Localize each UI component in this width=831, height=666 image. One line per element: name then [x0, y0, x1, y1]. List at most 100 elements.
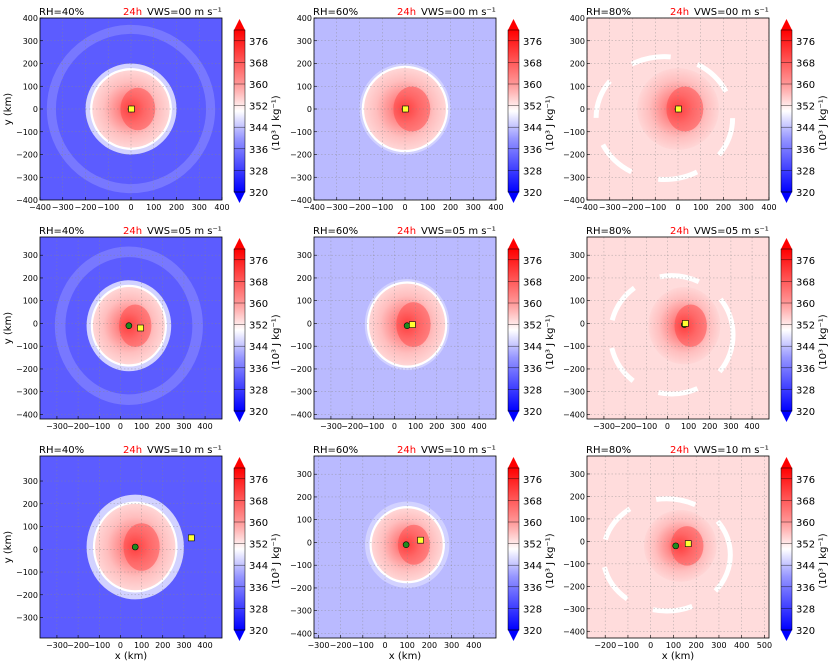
- y-tick-label: −100: [563, 342, 585, 351]
- midlevel-center-marker: [417, 536, 424, 544]
- y-tick-label: 0: [580, 105, 585, 114]
- x-tick-label: 400: [471, 422, 486, 431]
- colorbar-tick-label: 360: [249, 518, 268, 529]
- colorbar-bottom-extend: [234, 411, 245, 422]
- x-tick-label: 200: [155, 641, 170, 650]
- midlevel-center-marker: [188, 534, 195, 542]
- rh-label: RH=60%: [313, 7, 358, 18]
- y-tick-label: 100: [297, 516, 312, 525]
- rh-label: RH=40%: [39, 445, 84, 456]
- colorbar-tick-label: 368: [523, 496, 542, 507]
- time-label: 24h: [397, 7, 416, 18]
- colorbar-tick-label: 320: [523, 407, 542, 418]
- y-tick-label: −400: [290, 629, 312, 638]
- x-axis-label: x (km): [115, 651, 148, 662]
- colorbar-body: [780, 248, 793, 412]
- x-tick-label: 200: [443, 203, 458, 212]
- midlevel-center-marker: [409, 321, 416, 328]
- vws-label: VWS=00 m s⁻¹: [421, 7, 496, 18]
- y-tick-label: 200: [297, 274, 312, 283]
- y-tick-label: −400: [563, 627, 585, 636]
- y-tick-label: 100: [570, 515, 585, 524]
- colorbar-tick-label: 360: [796, 299, 815, 310]
- colorbar-tick-label: 344: [249, 342, 268, 353]
- colorbar-tick-label: 336: [796, 583, 815, 594]
- surface-center-marker: [131, 543, 139, 551]
- x-tick-label: 200: [422, 641, 437, 650]
- x-tick-label: −200: [341, 422, 363, 431]
- theta-e-field: [587, 237, 769, 419]
- colorbar-body: [780, 467, 793, 631]
- colorbar-tick-label: 344: [796, 123, 815, 134]
- colorbar-tick-label: 336: [249, 583, 268, 594]
- y-tick-label: 400: [297, 14, 312, 23]
- x-tick-label: 400: [214, 203, 229, 212]
- theta-e-field: [314, 237, 496, 419]
- colorbar-label: (10³ J kg⁻¹): [818, 95, 829, 150]
- x-tick-label: 100: [666, 641, 681, 650]
- colorbar-tick-label: 376: [796, 475, 815, 486]
- x-tick-label: 100: [693, 203, 708, 212]
- colorbar-label: (10³ J kg⁻¹): [271, 314, 282, 369]
- vws-label: VWS=00 m s⁻¹: [147, 7, 222, 18]
- x-tick-label: 400: [197, 422, 212, 431]
- x-tick-label: 200: [716, 203, 731, 212]
- y-tick-label: −100: [290, 342, 312, 351]
- colorbar-tick-label: 352: [249, 321, 268, 332]
- y-tick-label: −300: [563, 605, 585, 614]
- colorbar-top-extend: [234, 457, 245, 468]
- time-label: 24h: [670, 226, 689, 237]
- colorbar-tick-label: 328: [796, 604, 815, 615]
- colorbar-tick-label: 376: [249, 475, 268, 486]
- x-tick-label: −200: [67, 422, 89, 431]
- colorbar-tick-label: 320: [523, 188, 542, 199]
- x-tick-label: −100: [371, 203, 393, 212]
- colorbar-tick-label: 352: [249, 540, 268, 551]
- colorbar-tick-label: 336: [796, 145, 815, 156]
- x-tick-label: 400: [197, 641, 212, 650]
- y-tick-label: −400: [290, 410, 312, 419]
- y-tick-label: −200: [563, 365, 585, 374]
- x-tick-label: 0: [392, 422, 397, 431]
- colorbar-tick-label: 336: [249, 364, 268, 375]
- x-tick-label: −200: [75, 203, 97, 212]
- x-tick-label: 200: [155, 422, 170, 431]
- x-tick-label: 0: [118, 641, 123, 650]
- x-tick-label: −100: [352, 641, 374, 650]
- rh-label: RH=60%: [313, 226, 358, 237]
- y-axis-label: y (km): [3, 312, 14, 345]
- y-tick-label: 100: [297, 297, 312, 306]
- colorbar: 376 368 360 352 344 336 328 320 (10³ J kg⁻¹): [507, 19, 556, 203]
- vws-label: VWS=05 m s⁻¹: [694, 226, 769, 237]
- colorbar-bottom-extend: [508, 411, 519, 422]
- x-tick-label: 200: [169, 203, 184, 212]
- x-tick-label: −100: [88, 422, 110, 431]
- y-tick-label: 300: [570, 251, 585, 260]
- time-label: 24h: [123, 445, 142, 456]
- time-label: 24h: [670, 7, 689, 18]
- y-tick-label: 200: [23, 60, 38, 69]
- colorbar-tick-label: 360: [523, 299, 542, 310]
- colorbar-top-extend: [781, 457, 792, 468]
- rh-label: RH=40%: [39, 226, 84, 237]
- x-tick-label: 300: [711, 641, 726, 650]
- y-tick-label: −400: [16, 410, 38, 419]
- eyewall-max: [393, 86, 431, 132]
- colorbar-tick-label: 352: [523, 321, 542, 332]
- colorbar-tick-label: 376: [796, 256, 815, 267]
- colorbar-tick-label: 344: [249, 123, 268, 134]
- colorbar-tick-label: 360: [523, 518, 542, 529]
- colorbar: 376 368 360 352 344 336 328 320 (10³ J kg⁻¹): [780, 238, 829, 422]
- midlevel-center-marker: [682, 320, 689, 327]
- x-tick-label: 300: [192, 203, 207, 212]
- y-tick-label: −200: [290, 584, 312, 593]
- x-tick-label: −200: [594, 641, 616, 650]
- colorbar-tick-label: 328: [796, 166, 815, 177]
- x-tick-label: 100: [146, 203, 161, 212]
- surface-center-marker: [125, 322, 133, 330]
- y-tick-label: 0: [307, 105, 312, 114]
- vortex-core: [643, 509, 717, 582]
- x-tick-label: 0: [648, 641, 653, 650]
- x-tick-label: 300: [466, 203, 481, 212]
- time-label: 24h: [123, 226, 142, 237]
